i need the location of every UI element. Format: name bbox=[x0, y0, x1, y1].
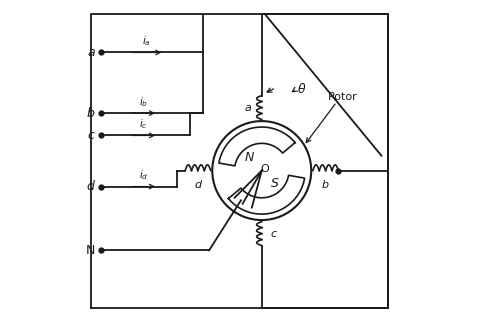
Text: $i_d$: $i_d$ bbox=[139, 169, 148, 182]
Text: b: b bbox=[87, 107, 95, 119]
Text: S: S bbox=[270, 177, 279, 190]
Text: $i_b$: $i_b$ bbox=[139, 95, 148, 109]
Text: $i_a$: $i_a$ bbox=[142, 34, 151, 48]
Text: d: d bbox=[194, 179, 201, 190]
Text: c: c bbox=[88, 129, 95, 142]
Text: c: c bbox=[271, 229, 277, 239]
Text: N: N bbox=[85, 244, 95, 257]
Text: a: a bbox=[245, 102, 252, 112]
Text: a: a bbox=[87, 46, 95, 59]
Text: N: N bbox=[244, 151, 254, 164]
Text: $\theta$: $\theta$ bbox=[297, 82, 306, 96]
Text: b: b bbox=[322, 179, 329, 190]
Text: O: O bbox=[261, 164, 269, 174]
Text: $i_c$: $i_c$ bbox=[139, 118, 148, 131]
Text: d: d bbox=[87, 180, 95, 193]
Text: Rotor: Rotor bbox=[328, 92, 358, 102]
